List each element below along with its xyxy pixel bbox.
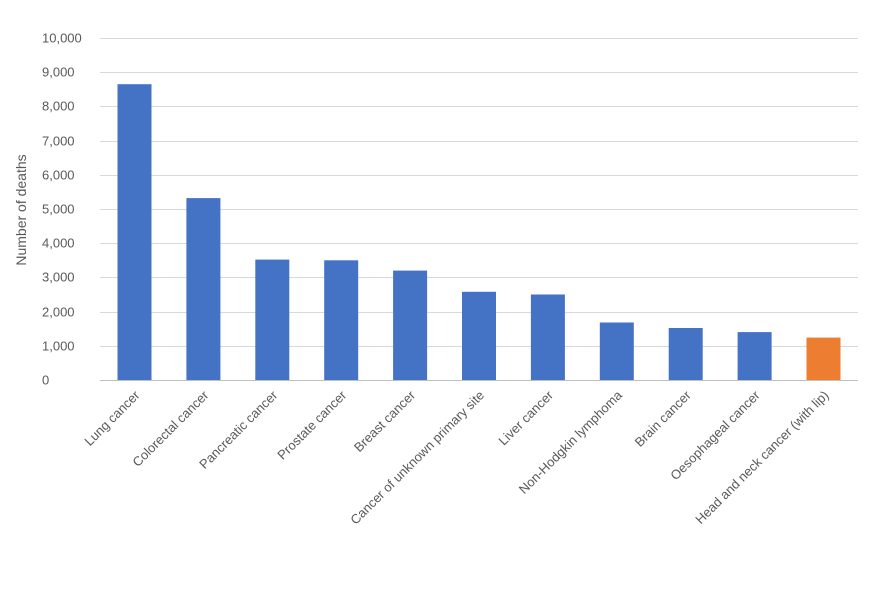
y-axis-ticks: 0 1,000 2,000 3,000 4,000 5,000 6,000 7,000 8,00…: [42, 31, 82, 388]
bar: [806, 337, 841, 380]
y-tick-label: 8,000: [42, 99, 75, 114]
bar: [668, 328, 703, 380]
bar: [117, 84, 152, 380]
y-tick-label: 5,000: [42, 202, 75, 217]
bars: [117, 84, 841, 380]
y-tick-label: 7,000: [42, 134, 75, 149]
bar: [737, 332, 772, 380]
bar: [599, 322, 634, 380]
y-tick-label: 0: [42, 373, 49, 388]
bar: [393, 270, 428, 380]
y-tick-label: 9,000: [42, 65, 75, 80]
y-axis-title: Number of deaths: [13, 154, 29, 265]
x-tick-label: Head and neck cancer (with lip): [692, 388, 831, 527]
x-tick-label: Liver cancer: [495, 387, 556, 448]
y-tick-label: 2,000: [42, 305, 75, 320]
bar: [324, 260, 359, 380]
x-tick-label: Breast cancer: [351, 387, 419, 455]
y-tick-label: 4,000: [42, 236, 75, 251]
x-tick-label: Brain cancer: [632, 387, 695, 450]
x-tick-label: Prostate cancer: [274, 387, 349, 462]
bar: [462, 291, 496, 380]
y-tick-label: 3,000: [42, 270, 75, 285]
bar: [530, 294, 565, 380]
bar: [255, 259, 290, 380]
x-tick-label: Lung cancer: [81, 387, 143, 449]
gridlines: [100, 38, 858, 381]
y-tick-label: 1,000: [42, 339, 75, 354]
y-tick-label: 6,000: [42, 168, 75, 183]
y-tick-label: 10,000: [42, 31, 82, 46]
bar: [186, 198, 221, 380]
x-tick-label: Cancer of unknown primary site: [347, 388, 487, 528]
